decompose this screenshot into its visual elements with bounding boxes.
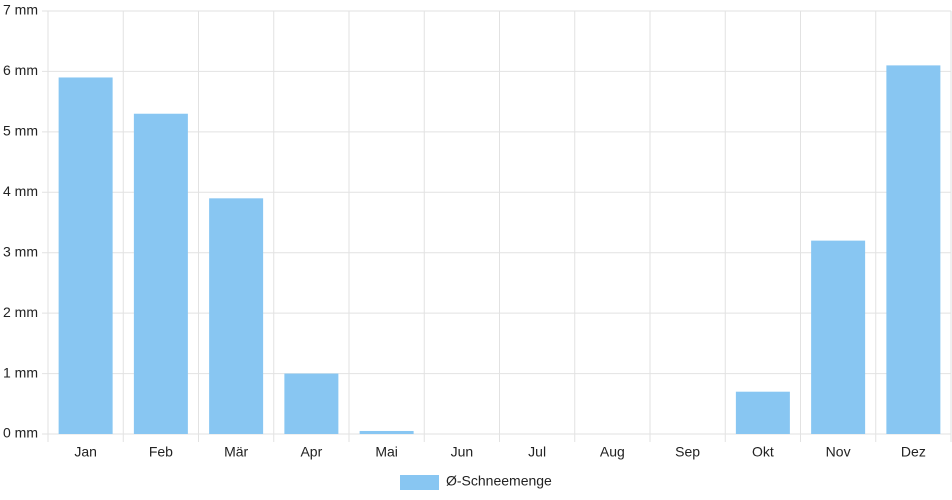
y-tick-label: 0 mm <box>3 425 38 441</box>
x-tick-label: Dez <box>901 444 926 460</box>
y-tick-label: 7 mm <box>3 2 38 18</box>
bar <box>58 77 113 434</box>
legend-label: Ø-Schneemenge <box>446 473 552 489</box>
x-tick-label: Mai <box>375 444 398 460</box>
bar <box>284 373 339 434</box>
bar <box>209 198 264 434</box>
x-tick-label: Feb <box>149 444 173 460</box>
x-tick-label: Jan <box>74 444 97 460</box>
legend-swatch <box>400 475 439 490</box>
x-tick-label: Apr <box>300 444 322 460</box>
x-tick-label: Jun <box>451 444 474 460</box>
y-tick-label: 5 mm <box>3 123 38 139</box>
x-tick-label: Mär <box>224 444 248 460</box>
y-tick-label: 6 mm <box>3 62 38 78</box>
y-tick-label: 2 mm <box>3 304 38 320</box>
bar <box>886 65 941 434</box>
x-tick-label: Nov <box>826 444 851 460</box>
bar <box>133 113 188 434</box>
bar <box>811 240 866 434</box>
x-tick-label: Jul <box>528 444 546 460</box>
bar <box>359 430 414 434</box>
bar <box>735 391 790 434</box>
x-tick-label: Okt <box>752 444 774 460</box>
y-tick-label: 1 mm <box>3 364 38 380</box>
y-tick-label: 4 mm <box>3 183 38 199</box>
x-tick-label: Sep <box>675 444 700 460</box>
x-tick-label: Aug <box>600 444 625 460</box>
y-tick-label: 3 mm <box>3 243 38 259</box>
